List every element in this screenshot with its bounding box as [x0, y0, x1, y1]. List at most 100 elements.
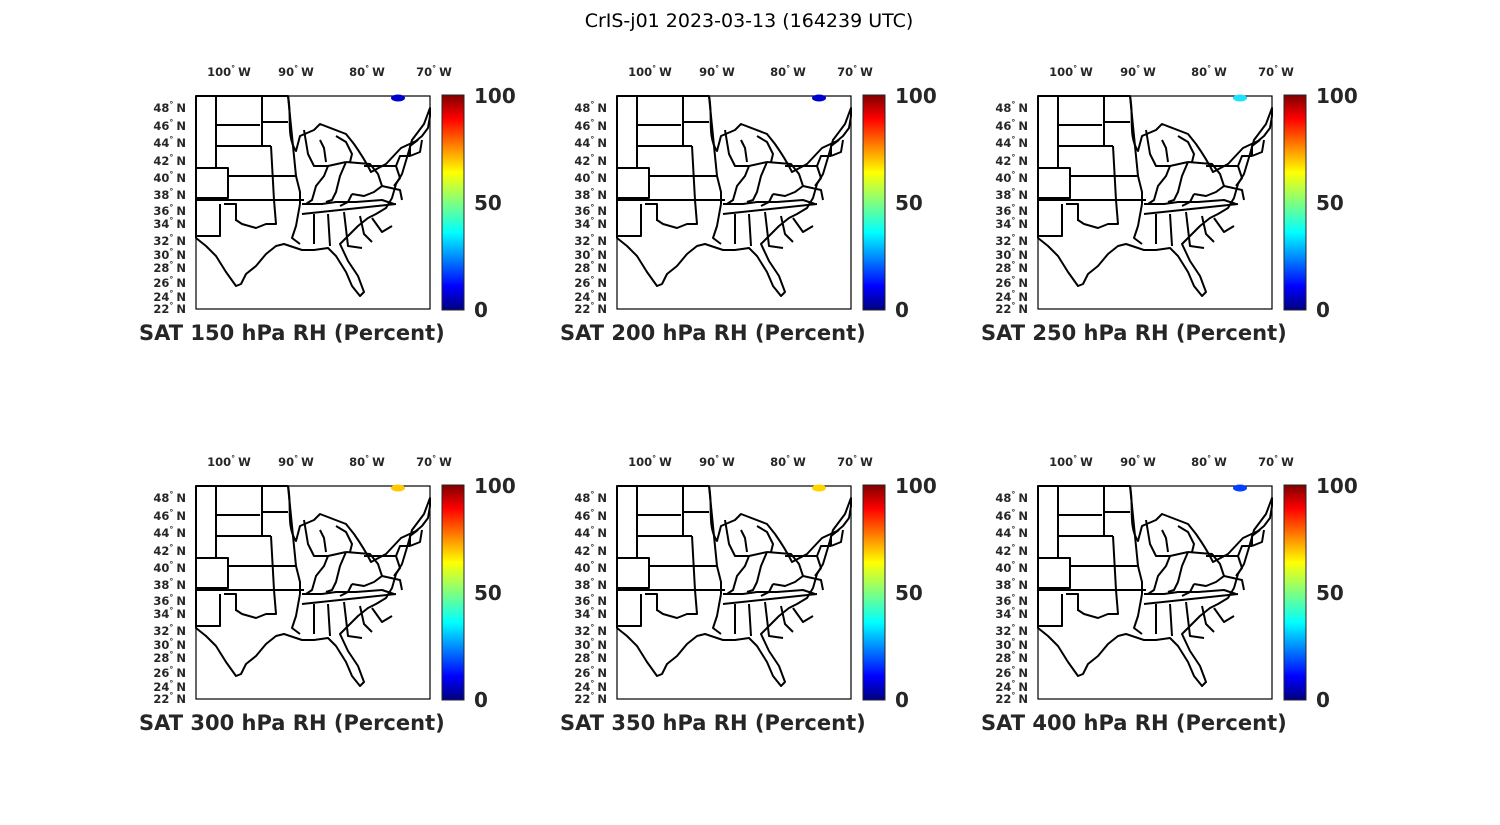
lon-tick-label: 90° W	[699, 64, 735, 79]
observation-marker	[391, 94, 405, 102]
colorbar-tick-label: 50	[474, 581, 502, 605]
panel-title: SAT 350 hPa RH (Percent)	[560, 711, 866, 735]
lat-tick-label: 28° N	[995, 650, 1028, 665]
lat-tick-label: 36° N	[995, 203, 1028, 218]
lon-tick-label: 90° W	[278, 454, 314, 469]
lon-tick-label: 90° W	[1120, 64, 1156, 79]
lat-tick-label: 32° N	[574, 623, 607, 638]
lat-tick-label: 48° N	[574, 490, 607, 505]
colorbar-tick-label: 100	[895, 84, 937, 108]
lon-tick-label: 70° W	[416, 64, 452, 79]
lat-tick-label: 36° N	[153, 203, 186, 218]
lat-tick-label: 26° N	[574, 665, 607, 680]
lon-tick-label: 80° W	[770, 64, 806, 79]
lat-tick-label: 38° N	[574, 577, 607, 592]
lat-tick-label: 40° N	[574, 560, 607, 575]
lon-tick-label: 100° W	[628, 454, 672, 469]
lat-tick-label: 40° N	[574, 170, 607, 185]
observation-marker	[1233, 94, 1247, 102]
lon-tick-label: 80° W	[349, 64, 385, 79]
lat-tick-label: 28° N	[153, 260, 186, 275]
observation-marker	[1233, 484, 1247, 492]
colorbar-tick-label: 100	[474, 474, 516, 498]
lat-tick-label: 22° N	[574, 301, 607, 316]
lon-tick-label: 70° W	[1258, 64, 1294, 79]
colorbar-tick-label: 0	[895, 298, 909, 322]
map-panel: 100° W 90° W 80° W 70° W 48° N 46° N 44° N 42° N 40° N 38°…	[981, 454, 1358, 735]
lat-tick-label: 26° N	[574, 275, 607, 290]
lat-tick-label: 46° N	[995, 118, 1028, 133]
lat-tick-label: 48° N	[574, 100, 607, 115]
lat-tick-label: 24° N	[153, 679, 186, 694]
lat-tick-label: 38° N	[995, 187, 1028, 202]
lat-tick-label: 30° N	[153, 637, 186, 652]
lat-tick-label: 38° N	[153, 577, 186, 592]
lon-tick-label: 80° W	[1191, 454, 1227, 469]
map-frame	[616, 95, 852, 310]
lat-tick-label: 48° N	[995, 100, 1028, 115]
observation-marker	[391, 484, 405, 492]
colorbar-tick-label: 100	[1316, 474, 1358, 498]
colorbar	[441, 94, 465, 311]
lon-tick-label: 100° W	[628, 64, 672, 79]
lat-tick-label: 24° N	[574, 679, 607, 694]
panel-title: SAT 200 hPa RH (Percent)	[560, 321, 866, 345]
lon-tick-label: 80° W	[770, 454, 806, 469]
lat-tick-label: 32° N	[995, 623, 1028, 638]
lat-tick-label: 22° N	[153, 301, 186, 316]
colorbar	[441, 484, 465, 701]
lat-tick-label: 22° N	[995, 691, 1028, 706]
lat-tick-label: 32° N	[153, 623, 186, 638]
lat-tick-label: 42° N	[153, 153, 186, 168]
lat-tick-label: 42° N	[995, 153, 1028, 168]
lon-tick-label: 100° W	[1049, 64, 1093, 79]
colorbar-tick-label: 0	[1316, 298, 1330, 322]
colorbar-tick-label: 0	[474, 688, 488, 712]
lat-tick-label: 36° N	[995, 593, 1028, 608]
lat-tick-label: 46° N	[574, 508, 607, 523]
lat-tick-label: 30° N	[153, 247, 186, 262]
lat-tick-label: 42° N	[574, 153, 607, 168]
lat-tick-label: 26° N	[995, 275, 1028, 290]
colorbar	[862, 94, 886, 311]
lat-tick-label: 34° N	[153, 606, 186, 621]
lat-tick-label: 34° N	[574, 606, 607, 621]
lat-tick-label: 24° N	[574, 289, 607, 304]
colorbar-tick-label: 0	[1316, 688, 1330, 712]
lon-tick-label: 100° W	[207, 64, 251, 79]
map-panel: 100° W 90° W 80° W 70° W 48° N 46° N 44° N 42° N 40° N 38°…	[139, 64, 516, 345]
lat-tick-label: 48° N	[153, 100, 186, 115]
lon-tick-label: 70° W	[416, 454, 452, 469]
map-panel: 100° W 90° W 80° W 70° W 48° N 46° N 44° N 42° N 40° N 38°…	[139, 454, 516, 735]
lat-tick-label: 28° N	[574, 650, 607, 665]
lat-tick-label: 42° N	[995, 543, 1028, 558]
lat-tick-label: 30° N	[995, 637, 1028, 652]
map-panel: 100° W 90° W 80° W 70° W 48° N 46° N 44° N 42° N 40° N 38°…	[981, 64, 1358, 345]
colorbar-tick-label: 50	[1316, 191, 1344, 215]
lon-tick-label: 80° W	[1191, 64, 1227, 79]
lat-tick-label: 42° N	[153, 543, 186, 558]
lat-tick-label: 44° N	[995, 525, 1028, 540]
lon-tick-label: 100° W	[1049, 454, 1093, 469]
observation-marker	[812, 484, 826, 492]
lat-tick-label: 38° N	[574, 187, 607, 202]
lat-tick-label: 38° N	[153, 187, 186, 202]
lat-tick-label: 32° N	[153, 233, 186, 248]
lat-tick-label: 28° N	[574, 260, 607, 275]
lat-tick-label: 44° N	[153, 525, 186, 540]
lat-tick-label: 26° N	[995, 665, 1028, 680]
lat-tick-label: 32° N	[995, 233, 1028, 248]
colorbar-tick-label: 0	[474, 298, 488, 322]
colorbar-tick-label: 50	[895, 191, 923, 215]
colorbar-tick-label: 100	[895, 474, 937, 498]
lat-tick-label: 24° N	[153, 289, 186, 304]
lat-tick-label: 44° N	[995, 135, 1028, 150]
lat-tick-label: 38° N	[995, 577, 1028, 592]
colorbar-tick-label: 50	[895, 581, 923, 605]
lat-tick-label: 48° N	[995, 490, 1028, 505]
lat-tick-label: 30° N	[574, 247, 607, 262]
lat-tick-label: 46° N	[995, 508, 1028, 523]
lat-tick-label: 40° N	[995, 560, 1028, 575]
map-frame	[616, 485, 852, 700]
lat-tick-label: 22° N	[153, 691, 186, 706]
